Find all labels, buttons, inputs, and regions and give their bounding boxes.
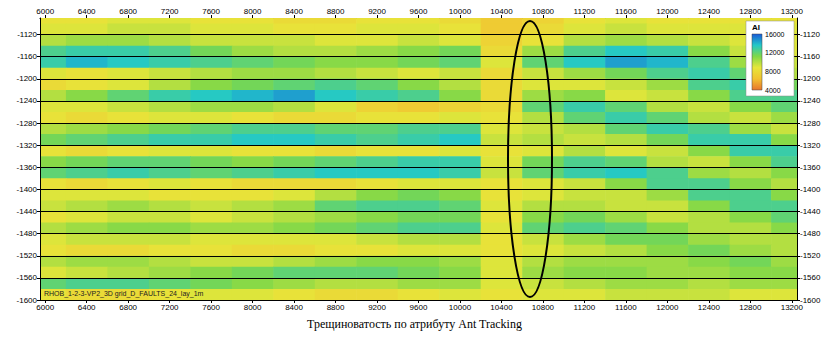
svg-text:9600: 9600: [410, 303, 428, 312]
svg-text:10800: 10800: [532, 7, 555, 16]
svg-text:-1520: -1520: [800, 251, 821, 260]
svg-text:12800: 12800: [739, 7, 762, 16]
svg-text:16000: 16000: [765, 31, 785, 38]
svg-text:7200: 7200: [161, 7, 179, 16]
svg-text:-1520: -1520: [17, 251, 38, 260]
svg-text:-1560: -1560: [800, 273, 821, 282]
svg-text:-1200: -1200: [800, 74, 821, 83]
svg-text:8000: 8000: [244, 7, 262, 16]
svg-text:8400: 8400: [285, 7, 303, 16]
svg-text:Трещиноватость по атрибуту Ant: Трещиноватость по атрибуту Ant Tracking: [307, 317, 522, 331]
svg-text:10400: 10400: [490, 303, 513, 312]
svg-text:12400: 12400: [698, 303, 721, 312]
svg-text:-1200: -1200: [17, 74, 38, 83]
svg-text:-1280: -1280: [17, 119, 38, 128]
svg-text:-1480: -1480: [800, 229, 821, 238]
svg-text:10800: 10800: [532, 303, 555, 312]
svg-text:RHOB_1-2-3-VP2_3D grid_D_FAULT: RHOB_1-2-3-VP2_3D grid_D_FAULTS_24_lay_1…: [44, 290, 204, 298]
svg-text:8000: 8000: [765, 68, 781, 75]
svg-text:6800: 6800: [119, 303, 137, 312]
svg-text:-1320: -1320: [17, 141, 38, 150]
svg-text:8800: 8800: [327, 303, 345, 312]
svg-text:7600: 7600: [202, 7, 220, 16]
svg-text:12000: 12000: [656, 303, 679, 312]
svg-text:-1320: -1320: [800, 141, 821, 150]
svg-text:9200: 9200: [368, 303, 386, 312]
svg-text:10000: 10000: [449, 303, 472, 312]
svg-text:6800: 6800: [119, 7, 137, 16]
svg-text:-1160: -1160: [800, 52, 820, 61]
svg-text:13200: 13200: [780, 302, 803, 312]
svg-text:-1400: -1400: [17, 185, 38, 194]
svg-text:-1440: -1440: [17, 207, 38, 216]
svg-text:-1120: -1120: [17, 30, 37, 39]
svg-text:11200: 11200: [574, 7, 596, 16]
svg-text:6000: 6000: [36, 303, 54, 312]
svg-text:7600: 7600: [202, 303, 220, 312]
svg-text:12000: 12000: [765, 49, 785, 56]
svg-text:9200: 9200: [368, 7, 386, 16]
svg-text:-1360: -1360: [800, 163, 821, 172]
svg-text:-1400: -1400: [800, 185, 821, 194]
svg-text:-1240: -1240: [17, 96, 38, 105]
svg-text:6400: 6400: [78, 7, 96, 16]
svg-text:-1600: -1600: [17, 296, 38, 305]
svg-text:-1240: -1240: [800, 96, 821, 105]
svg-text:-1120: -1120: [800, 30, 820, 39]
svg-text:13200: 13200: [781, 7, 804, 16]
svg-text:10400: 10400: [490, 7, 513, 16]
svg-text:10000: 10000: [449, 7, 472, 16]
svg-text:-1160: -1160: [17, 52, 37, 61]
svg-text:6000: 6000: [36, 7, 54, 16]
svg-text:12400: 12400: [698, 7, 721, 16]
svg-text:11600: 11600: [615, 7, 637, 16]
svg-text:AI: AI: [752, 23, 760, 32]
svg-text:-1440: -1440: [800, 207, 821, 216]
svg-text:4000: 4000: [765, 87, 781, 94]
svg-text:11200: 11200: [574, 303, 596, 312]
svg-text:9600: 9600: [410, 7, 428, 16]
svg-text:-1480: -1480: [17, 229, 38, 238]
svg-text:11600: 11600: [615, 303, 637, 312]
svg-text:12000: 12000: [656, 7, 679, 16]
svg-text:-1360: -1360: [17, 163, 38, 172]
svg-text:-1600: -1600: [800, 296, 821, 305]
svg-text:12800: 12800: [739, 303, 762, 312]
svg-text:7200: 7200: [161, 303, 179, 312]
svg-text:6400: 6400: [78, 303, 96, 312]
svg-text:-1280: -1280: [800, 119, 821, 128]
svg-text:8000: 8000: [244, 303, 262, 312]
svg-text:8400: 8400: [285, 303, 303, 312]
svg-text:8800: 8800: [327, 7, 345, 16]
svg-text:-1560: -1560: [17, 273, 38, 282]
